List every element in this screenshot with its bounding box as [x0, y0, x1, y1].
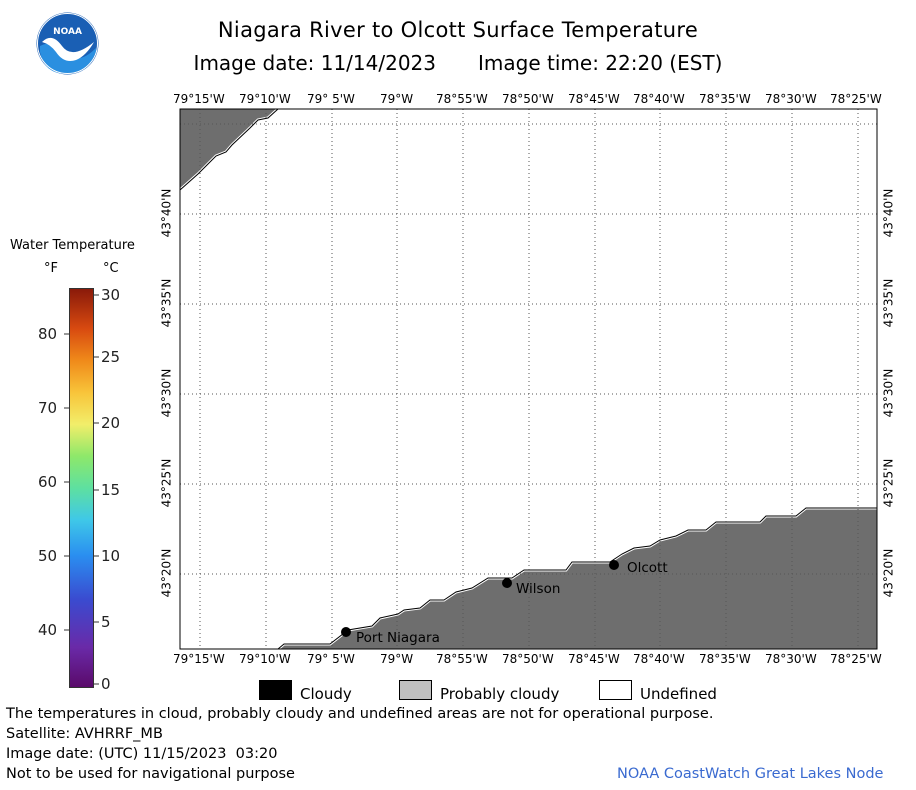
lon-tick-top: 78°25'W — [830, 92, 882, 106]
scale-f-label: 40 — [38, 621, 58, 639]
footer-utc-date: Image date: (UTC) 11/15/2023 03:20 — [6, 746, 278, 762]
lat-tick-right: 43°35'N — [881, 278, 896, 328]
lon-tick-bottom: 78°25'W — [830, 652, 882, 666]
key-probably-cloudy-swatch — [399, 680, 432, 700]
lon-tick-top: 79°W — [380, 92, 414, 106]
noaa-logo: NOAA — [36, 12, 99, 75]
unit-celsius: °C — [103, 261, 119, 276]
lon-tick-bottom: 78°50'W — [502, 652, 554, 666]
map-frame — [179, 107, 878, 651]
scale-f-label: 50 — [38, 547, 58, 565]
lon-tick-bottom: 78°35'W — [699, 652, 751, 666]
footer-credit: NOAA CoastWatch Great Lakes Node — [617, 766, 884, 782]
place-label-port-niagara: Port Niagara — [356, 630, 440, 646]
legend-title: Water Temperature — [10, 238, 135, 253]
scale-ticks — [64, 294, 99, 685]
scale-c-label: 20 — [101, 414, 121, 432]
lat-tick-left: 43°25'N — [159, 458, 174, 508]
lon-tick-bottom: 78°55'W — [436, 652, 488, 666]
place-label-wilson: Wilson — [516, 581, 561, 597]
scale-f-label: 70 — [38, 399, 58, 417]
port-niagara-marker — [341, 627, 351, 637]
scale-c-label: 30 — [101, 286, 121, 304]
lat-tick-left: 43°30'N — [159, 368, 174, 418]
lon-tick-bottom: 79°10'W — [239, 652, 291, 666]
lon-tick-bottom: 79° 5'W — [307, 652, 355, 666]
scale-f-label: 80 — [38, 325, 58, 343]
scale-c-label: 0 — [101, 675, 111, 693]
image-time: Image time: 22:20 (EST) — [478, 51, 723, 75]
key-cloudy-swatch — [259, 680, 292, 700]
lon-tick-top: 78°55'W — [436, 92, 488, 106]
image-datetime: Image date: 11/14/2023 Image time: 22:20 … — [0, 51, 916, 75]
graticule — [180, 109, 877, 649]
scale-f-label: 60 — [38, 473, 58, 491]
lat-tick-left: 43°20'N — [159, 548, 174, 598]
scale-c-label: 25 — [101, 348, 121, 366]
lat-tick-right: 43°20'N — [881, 548, 896, 598]
lon-tick-bottom: 78°40'W — [633, 652, 685, 666]
lon-tick-top: 79°15'W — [173, 92, 225, 106]
lat-tick-left: 43°40'N — [159, 188, 174, 238]
olcott-marker — [609, 560, 619, 570]
lat-tick-right: 43°40'N — [881, 188, 896, 238]
scale-c-label: 10 — [101, 547, 121, 565]
noaa-logo-text: NOAA — [53, 27, 82, 37]
key-undefined-label: Undefined — [640, 685, 717, 703]
lon-tick-top: 79° 5'W — [307, 92, 355, 106]
land-top-left — [180, 109, 278, 190]
key-undefined-swatch — [599, 680, 632, 700]
image-date: Image date: 11/14/2023 — [193, 51, 437, 75]
scale-c-label: 15 — [101, 481, 121, 499]
place-label-olcott: Olcott — [627, 560, 668, 576]
key-probably-cloudy-label: Probably cloudy — [440, 685, 560, 703]
lat-tick-right: 43°25'N — [881, 458, 896, 508]
land-south-shore — [278, 508, 877, 649]
scale-c-label: 5 — [101, 613, 111, 631]
lon-tick-top: 78°40'W — [633, 92, 685, 106]
lon-tick-top: 78°30'W — [765, 92, 817, 106]
unit-fahrenheit: °F — [44, 261, 58, 276]
lon-tick-bottom: 79°15'W — [173, 652, 225, 666]
map-title: Niagara River to Olcott Surface Temperat… — [217, 18, 699, 42]
lon-tick-top: 79°10'W — [239, 92, 291, 106]
lon-tick-top: 78°50'W — [502, 92, 554, 106]
lon-tick-bottom: 78°30'W — [765, 652, 817, 666]
lat-tick-right: 43°30'N — [881, 368, 896, 418]
lon-tick-top: 78°35'W — [699, 92, 751, 106]
footer-satellite: Satellite: AVHRRF_MB — [6, 726, 163, 742]
color-scale-bar — [69, 288, 94, 688]
key-cloudy-label: Cloudy — [300, 685, 352, 703]
footer-nav-note: Not to be used for navigational purpose — [6, 766, 295, 782]
lon-tick-top: 78°45'W — [568, 92, 620, 106]
footer-note: The temperatures in cloud, probably clou… — [6, 706, 714, 722]
lon-tick-bottom: 79°W — [380, 652, 414, 666]
wilson-marker — [502, 578, 512, 588]
lon-tick-bottom: 78°45'W — [568, 652, 620, 666]
lat-tick-left: 43°35'N — [159, 278, 174, 328]
